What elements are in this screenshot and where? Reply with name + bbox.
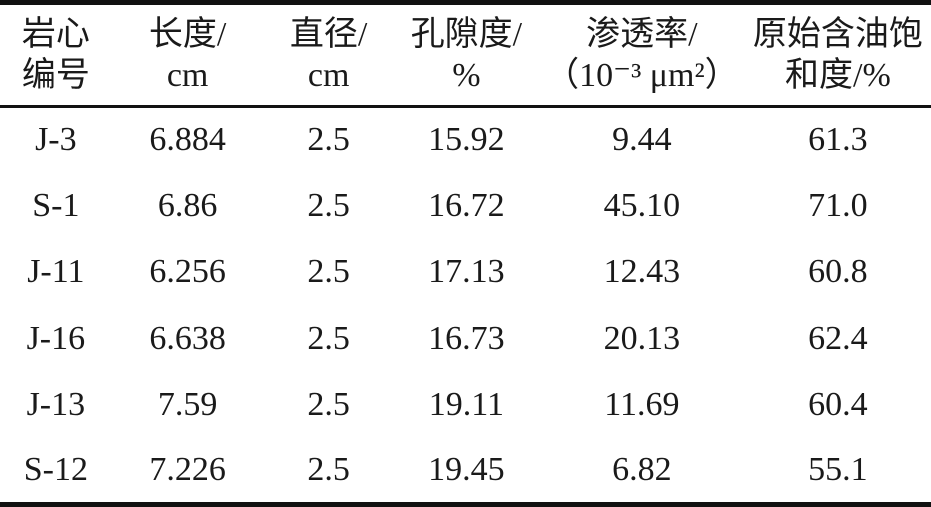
cell-core-id: J-3 bbox=[35, 121, 77, 159]
cell-diameter: 2.5 bbox=[307, 319, 350, 357]
header-line: 和度/% bbox=[785, 57, 891, 94]
cell-length: 6.638 bbox=[149, 319, 226, 357]
cell-permeability: 12.43 bbox=[603, 253, 681, 291]
table-row: S-12 7.226 2.5 19.45 6.82 55.1 bbox=[0, 438, 931, 504]
header-line: （10⁻³ μm²） bbox=[545, 57, 739, 94]
header-row: 岩心 编号 长度/ cm 直径/ cm 孔隙度/ % 渗透率/ （10⁻³ bbox=[0, 2, 931, 108]
header-line: 直径/ bbox=[289, 15, 368, 53]
table-header: 岩心 编号 长度/ cm 直径/ cm 孔隙度/ % 渗透率/ （10⁻³ bbox=[0, 2, 931, 108]
col-header-oil-saturation: 原始含油饱 和度/% bbox=[744, 2, 931, 108]
col-header-diameter: 直径/ cm bbox=[263, 2, 394, 108]
col-header-length: 长度/ cm bbox=[111, 2, 264, 108]
table-row: J-13 7.59 2.5 19.11 11.69 60.4 bbox=[0, 372, 931, 438]
cell-diameter: 2.5 bbox=[307, 121, 350, 159]
cell-permeability: 9.44 bbox=[612, 121, 672, 159]
header-line: 渗透率/ bbox=[586, 15, 698, 53]
cell-diameter: 2.5 bbox=[307, 451, 350, 489]
cell-diameter: 2.5 bbox=[307, 186, 350, 224]
col-header-porosity: 孔隙度/ % bbox=[393, 2, 540, 108]
header-line: 孔隙度/ bbox=[410, 15, 523, 53]
cell-oil-saturation: 62.4 bbox=[808, 319, 868, 357]
cell-permeability: 6.82 bbox=[612, 451, 672, 489]
cell-porosity: 19.11 bbox=[428, 385, 505, 423]
header-line: cm bbox=[307, 57, 350, 94]
cell-diameter: 2.5 bbox=[307, 253, 350, 291]
header-line: cm bbox=[166, 57, 209, 94]
cell-porosity: 17.13 bbox=[428, 253, 505, 291]
cell-permeability: 20.13 bbox=[603, 319, 681, 357]
cell-oil-saturation: 60.8 bbox=[808, 253, 868, 291]
cell-length: 6.86 bbox=[157, 186, 218, 224]
cell-porosity: 16.73 bbox=[428, 319, 505, 357]
table-row: J-3 6.884 2.5 15.92 9.44 61.3 bbox=[0, 107, 931, 173]
cell-core-id: J-11 bbox=[27, 253, 85, 291]
cell-oil-saturation: 71.0 bbox=[808, 186, 868, 224]
table-body: J-3 6.884 2.5 15.92 9.44 61.3 S-1 6.86 2… bbox=[0, 107, 931, 505]
header-line: 岩心 bbox=[21, 15, 90, 53]
cell-permeability: 45.10 bbox=[603, 186, 681, 224]
table-row: J-11 6.256 2.5 17.13 12.43 60.8 bbox=[0, 239, 931, 305]
col-header-core-id: 岩心 编号 bbox=[0, 2, 112, 108]
cell-porosity: 19.45 bbox=[428, 451, 505, 489]
header-line: 长度/ bbox=[148, 15, 227, 53]
cell-oil-saturation: 61.3 bbox=[808, 121, 868, 159]
col-header-permeability: 渗透率/ （10⁻³ μm²） bbox=[539, 2, 745, 108]
header-line: 原始含油饱 bbox=[752, 15, 923, 53]
cell-porosity: 15.92 bbox=[428, 121, 505, 159]
cell-length: 7.226 bbox=[149, 451, 226, 489]
cell-permeability: 11.69 bbox=[604, 385, 680, 423]
cell-core-id: J-16 bbox=[26, 319, 86, 357]
cell-core-id: S-1 bbox=[32, 186, 80, 224]
cell-oil-saturation: 55.1 bbox=[808, 451, 868, 489]
header-line: 编号 bbox=[21, 57, 90, 94]
cell-length: 6.884 bbox=[149, 121, 226, 159]
table-row: J-16 6.638 2.5 16.73 20.13 62.4 bbox=[0, 305, 931, 371]
cell-length: 6.256 bbox=[149, 253, 226, 291]
header-line: % bbox=[452, 57, 481, 94]
cell-diameter: 2.5 bbox=[307, 385, 350, 423]
cell-core-id: S-12 bbox=[23, 451, 88, 489]
cell-porosity: 16.72 bbox=[428, 186, 505, 224]
table-row: S-1 6.86 2.5 16.72 45.10 71.0 bbox=[0, 173, 931, 239]
cell-core-id: J-13 bbox=[26, 385, 86, 423]
cell-oil-saturation: 60.4 bbox=[808, 385, 868, 423]
cell-length: 7.59 bbox=[157, 385, 218, 423]
